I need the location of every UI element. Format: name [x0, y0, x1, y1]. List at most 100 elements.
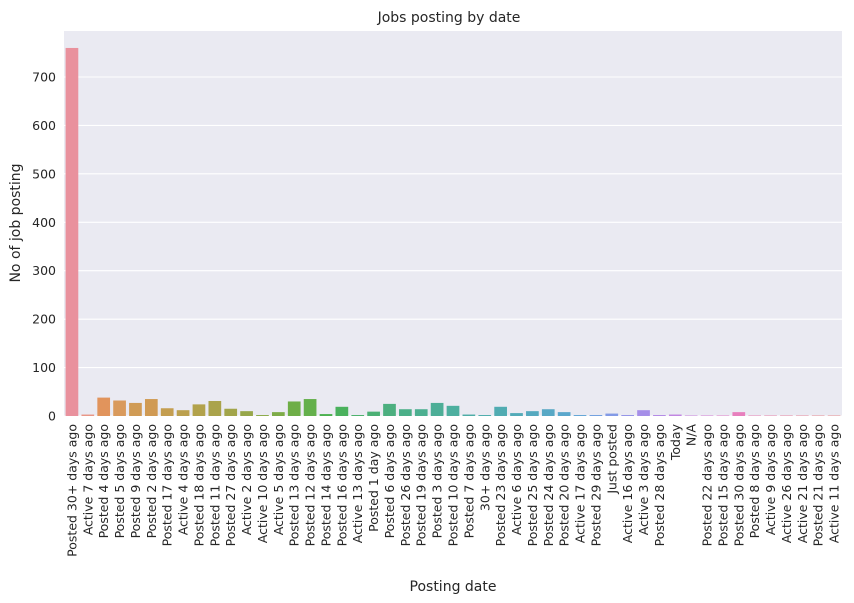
y-tick-label: 100	[32, 360, 56, 375]
y-tick-label: 400	[32, 215, 56, 230]
x-tick-label: Posted 7 days ago	[461, 424, 476, 538]
x-tick-label: Active 3 days ago	[636, 424, 651, 535]
x-tick-label: Active 4 days ago	[176, 424, 191, 535]
x-tick-label: Active 16 days ago	[620, 424, 635, 543]
bar	[399, 409, 412, 416]
bar	[430, 402, 444, 416]
bar	[256, 415, 269, 416]
y-tick-label: 300	[32, 263, 56, 278]
x-tick-label: Active 2 days ago	[239, 424, 254, 535]
x-tick-label: Posted 16 days ago	[334, 424, 349, 546]
bar	[605, 413, 619, 416]
bars	[65, 47, 841, 417]
x-tick-label: Posted 23 days ago	[493, 424, 508, 546]
x-tick-label: Posted 12 days ago	[303, 424, 318, 546]
bar	[97, 397, 111, 416]
x-tick-label: Posted 20 days ago	[557, 424, 572, 546]
x-tick-label: Active 6 days ago	[509, 424, 524, 535]
x-tick-label: Posted 6 days ago	[382, 424, 397, 538]
x-tick-label: Posted 15 days ago	[715, 424, 730, 546]
bar	[65, 47, 79, 417]
bar	[113, 400, 126, 416]
x-tick-label: Posted 24 days ago	[541, 424, 556, 546]
bar	[510, 413, 523, 416]
bar	[383, 403, 396, 416]
bar	[208, 400, 222, 416]
x-tick-label: Posted 10 days ago	[446, 424, 461, 546]
x-tick-label: Posted 28 days ago	[652, 424, 667, 546]
x-tick-label: Posted 1 day ago	[366, 424, 381, 532]
bar	[319, 414, 333, 416]
bar	[129, 402, 142, 416]
y-axis-label: No of job posting	[8, 163, 24, 282]
x-tick-label: Posted 8 days ago	[747, 424, 762, 538]
bar	[621, 415, 635, 416]
x-tick-label: Active 26 days ago	[779, 424, 794, 543]
bar	[367, 411, 380, 416]
x-tick-label: Active 17 days ago	[573, 424, 588, 543]
y-axis-ticks: 0 100 200 300 400 500 600 700	[32, 70, 56, 424]
bar	[557, 412, 571, 416]
bar	[271, 412, 285, 416]
bar	[303, 399, 317, 416]
y-tick-label: 500	[32, 166, 56, 181]
x-tick-label: Posted 26 days ago	[398, 424, 413, 546]
x-tick-label: Active 5 days ago	[271, 424, 286, 535]
bar	[81, 414, 95, 416]
x-tick-label: Posted 11 days ago	[207, 424, 222, 546]
bar	[144, 399, 158, 416]
y-tick-label: 0	[48, 409, 56, 424]
x-tick-label: N/A	[684, 424, 699, 447]
grid-lines	[64, 76, 842, 417]
bar	[176, 410, 190, 416]
bar	[240, 411, 253, 416]
bar	[653, 415, 666, 416]
bar	[446, 405, 460, 416]
bar	[224, 408, 238, 416]
bar	[351, 415, 365, 416]
bar	[462, 414, 476, 416]
x-tick-label: Posted 5 days ago	[112, 424, 127, 538]
x-tick-label: Posted 29 days ago	[588, 424, 603, 546]
bar	[668, 414, 682, 416]
x-tick-label: Active 11 days ago	[827, 424, 842, 543]
x-tick-label: Posted 14 days ago	[318, 424, 333, 546]
plot-area	[64, 31, 842, 416]
bar	[414, 409, 428, 416]
x-tick-label: Just posted	[604, 424, 619, 495]
bar	[732, 412, 746, 416]
x-tick-label: Today	[668, 423, 683, 461]
x-tick-label: 30+ days ago	[477, 424, 492, 511]
x-tick-label: Posted 25 days ago	[525, 424, 540, 546]
bar	[335, 406, 349, 416]
x-tick-label: Posted 27 days ago	[223, 424, 238, 546]
chart-title: Jobs posting by date	[377, 10, 521, 26]
x-tick-label: Active 13 days ago	[350, 424, 365, 543]
x-axis-label: Posting date	[410, 579, 497, 595]
x-tick-label: Posted 19 days ago	[414, 424, 429, 546]
x-tick-label: Posted 22 days ago	[700, 424, 715, 546]
x-tick-label: Active 9 days ago	[763, 424, 778, 535]
x-tick-label: Posted 21 days ago	[811, 424, 826, 546]
bar	[637, 410, 650, 416]
bar	[287, 401, 301, 416]
x-tick-label: Posted 9 days ago	[128, 424, 143, 538]
x-tick-label: Active 21 days ago	[795, 424, 810, 543]
x-tick-label: Posted 4 days ago	[96, 424, 111, 538]
bar	[160, 408, 174, 416]
bar	[573, 415, 587, 416]
bar	[541, 409, 555, 416]
x-tick-label: Posted 30+ days ago	[64, 424, 79, 557]
y-tick-label: 700	[32, 70, 56, 85]
x-tick-label: Posted 30 days ago	[731, 424, 746, 546]
x-tick-label: Active 10 days ago	[255, 424, 270, 543]
x-tick-label: Posted 13 days ago	[287, 424, 302, 546]
bar	[478, 415, 492, 416]
bar	[494, 406, 507, 416]
bar	[589, 415, 603, 416]
y-tick-label: 200	[32, 312, 56, 327]
x-tick-label: Active 7 days ago	[80, 424, 95, 535]
x-axis-ticks: Posted 30+ days ago Active 7 days ago Post…	[64, 423, 841, 556]
x-tick-label: Posted 3 days ago	[430, 424, 445, 538]
